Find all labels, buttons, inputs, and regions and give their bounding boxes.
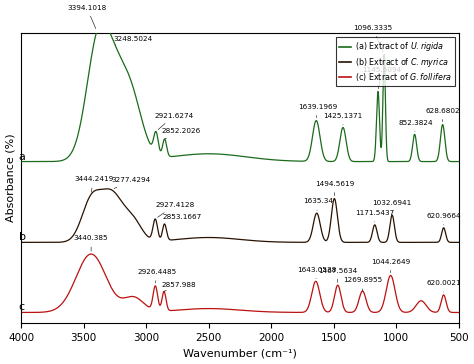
- Text: 1032.6941: 1032.6941: [373, 200, 412, 212]
- Text: 3444.2419: 3444.2419: [74, 177, 113, 192]
- Text: 2852.2026: 2852.2026: [162, 128, 201, 139]
- Text: 2926.4485: 2926.4485: [137, 269, 176, 283]
- Text: 628.6802: 628.6802: [425, 108, 460, 122]
- Text: 3394.1018: 3394.1018: [67, 5, 107, 29]
- Text: a: a: [18, 151, 26, 162]
- Text: 620.0021: 620.0021: [426, 280, 461, 292]
- Text: 1044.2649: 1044.2649: [371, 259, 410, 273]
- Text: b: b: [18, 232, 26, 242]
- Text: 2921.6274: 2921.6274: [154, 113, 193, 130]
- Text: 1643.0538: 1643.0538: [297, 266, 337, 278]
- Text: 3440.385: 3440.385: [74, 236, 109, 251]
- Text: 1425.1371: 1425.1371: [323, 113, 363, 125]
- Text: 1494.5619: 1494.5619: [315, 181, 354, 196]
- Text: 852.3824: 852.3824: [399, 120, 433, 131]
- Text: 1635.34: 1635.34: [303, 198, 333, 210]
- Text: 1467.5634: 1467.5634: [318, 268, 357, 282]
- Text: 620.9664: 620.9664: [426, 213, 461, 225]
- Text: 1269.8955: 1269.8955: [343, 277, 382, 291]
- Text: 2857.988: 2857.988: [162, 282, 196, 292]
- Text: 2927.4128: 2927.4128: [155, 202, 194, 217]
- Text: 1639.1969: 1639.1969: [298, 104, 337, 118]
- Text: 1096.3335: 1096.3335: [353, 25, 392, 52]
- Text: 2853.1667: 2853.1667: [162, 214, 201, 224]
- Text: 3248.5024: 3248.5024: [114, 36, 153, 45]
- Text: 1145.5094: 1145.5094: [362, 67, 401, 89]
- Text: 3277.4294: 3277.4294: [111, 177, 151, 189]
- Text: 1171.5437: 1171.5437: [355, 210, 394, 222]
- Text: c: c: [18, 302, 25, 312]
- Legend: (a) Extract of $\it{U. rigida}$, (b) Extract of $\it{C. myrica}$, (c) Extract of: (a) Extract of $\it{U. rigida}$, (b) Ext…: [336, 37, 455, 86]
- X-axis label: Wavenumber (cm⁻¹): Wavenumber (cm⁻¹): [183, 348, 297, 359]
- Y-axis label: Absorbance (%): Absorbance (%): [6, 134, 16, 222]
